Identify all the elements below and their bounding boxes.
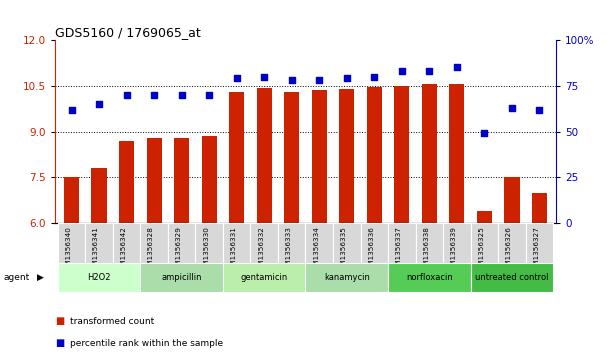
Text: GSM1356341: GSM1356341 [93, 227, 99, 275]
Text: ampicillin: ampicillin [161, 273, 202, 282]
Bar [92, 168, 106, 223]
Text: GSM1356325: GSM1356325 [478, 227, 485, 275]
Bar [470, 263, 553, 292]
Text: transformed count: transformed count [70, 317, 155, 326]
Text: ■: ■ [55, 338, 64, 348]
Point [452, 65, 462, 70]
Point [370, 74, 379, 79]
Text: GSM1356334: GSM1356334 [313, 227, 320, 275]
Point [122, 92, 131, 98]
Bar [196, 223, 223, 263]
Text: GSM1356330: GSM1356330 [203, 227, 209, 275]
Text: GSM1356339: GSM1356339 [451, 227, 457, 275]
Text: GSM1356340: GSM1356340 [65, 227, 71, 275]
Bar [86, 223, 113, 263]
Point [67, 107, 76, 113]
Bar [422, 84, 437, 223]
Bar [443, 223, 470, 263]
Point [507, 105, 517, 111]
Bar [202, 136, 217, 223]
Text: agent: agent [3, 273, 29, 282]
Bar [388, 263, 470, 292]
Point [397, 68, 407, 74]
Text: ▶: ▶ [37, 273, 43, 282]
Bar [58, 263, 141, 292]
Bar [113, 223, 141, 263]
Point [149, 92, 159, 98]
Point [232, 76, 241, 81]
Bar [141, 223, 168, 263]
Bar [367, 87, 382, 223]
Text: norfloxacin: norfloxacin [406, 273, 453, 282]
Bar [498, 223, 525, 263]
Text: GSM1356337: GSM1356337 [396, 227, 402, 275]
Bar [147, 138, 162, 223]
Bar [58, 223, 86, 263]
Point [342, 76, 352, 81]
Text: GSM1356328: GSM1356328 [148, 227, 154, 275]
Bar [306, 223, 333, 263]
Point [259, 74, 269, 79]
Bar [477, 211, 492, 223]
Bar [532, 193, 547, 223]
Text: ■: ■ [55, 316, 64, 326]
Bar [360, 223, 388, 263]
Bar [449, 84, 464, 223]
Bar [312, 90, 327, 223]
Text: GSM1356333: GSM1356333 [286, 227, 291, 275]
Point [177, 92, 186, 98]
Text: gentamicin: gentamicin [241, 273, 288, 282]
Bar [223, 223, 251, 263]
Text: GSM1356332: GSM1356332 [258, 227, 264, 275]
Bar [333, 223, 360, 263]
Text: GDS5160 / 1769065_at: GDS5160 / 1769065_at [55, 26, 201, 39]
Bar [257, 88, 272, 223]
Bar [339, 89, 354, 223]
Bar [415, 223, 443, 263]
Bar [470, 223, 498, 263]
Bar [174, 138, 189, 223]
Text: kanamycin: kanamycin [324, 273, 370, 282]
Text: GSM1356336: GSM1356336 [368, 227, 375, 275]
Bar [525, 223, 553, 263]
Bar [505, 178, 519, 223]
Point [204, 92, 214, 98]
Bar [223, 263, 306, 292]
Bar [388, 223, 415, 263]
Point [425, 68, 434, 74]
Text: GSM1356329: GSM1356329 [175, 227, 181, 275]
Text: H2O2: H2O2 [87, 273, 111, 282]
Bar [306, 263, 388, 292]
Text: GSM1356342: GSM1356342 [120, 227, 126, 275]
Bar [119, 141, 134, 223]
Bar [284, 93, 299, 223]
Point [315, 77, 324, 83]
Text: GSM1356327: GSM1356327 [533, 227, 540, 275]
Bar [251, 223, 278, 263]
Bar [141, 263, 223, 292]
Text: percentile rank within the sample: percentile rank within the sample [70, 339, 224, 347]
Text: GSM1356326: GSM1356326 [506, 227, 512, 275]
Bar [229, 92, 244, 223]
Point [94, 101, 104, 107]
Bar [64, 178, 79, 223]
Bar [394, 86, 409, 223]
Text: GSM1356338: GSM1356338 [423, 227, 430, 275]
Point [287, 77, 296, 83]
Text: GSM1356335: GSM1356335 [341, 227, 347, 275]
Point [480, 131, 489, 136]
Point [535, 107, 544, 113]
Text: GSM1356331: GSM1356331 [231, 227, 236, 275]
Bar [168, 223, 196, 263]
Text: untreated control: untreated control [475, 273, 549, 282]
Bar [278, 223, 306, 263]
